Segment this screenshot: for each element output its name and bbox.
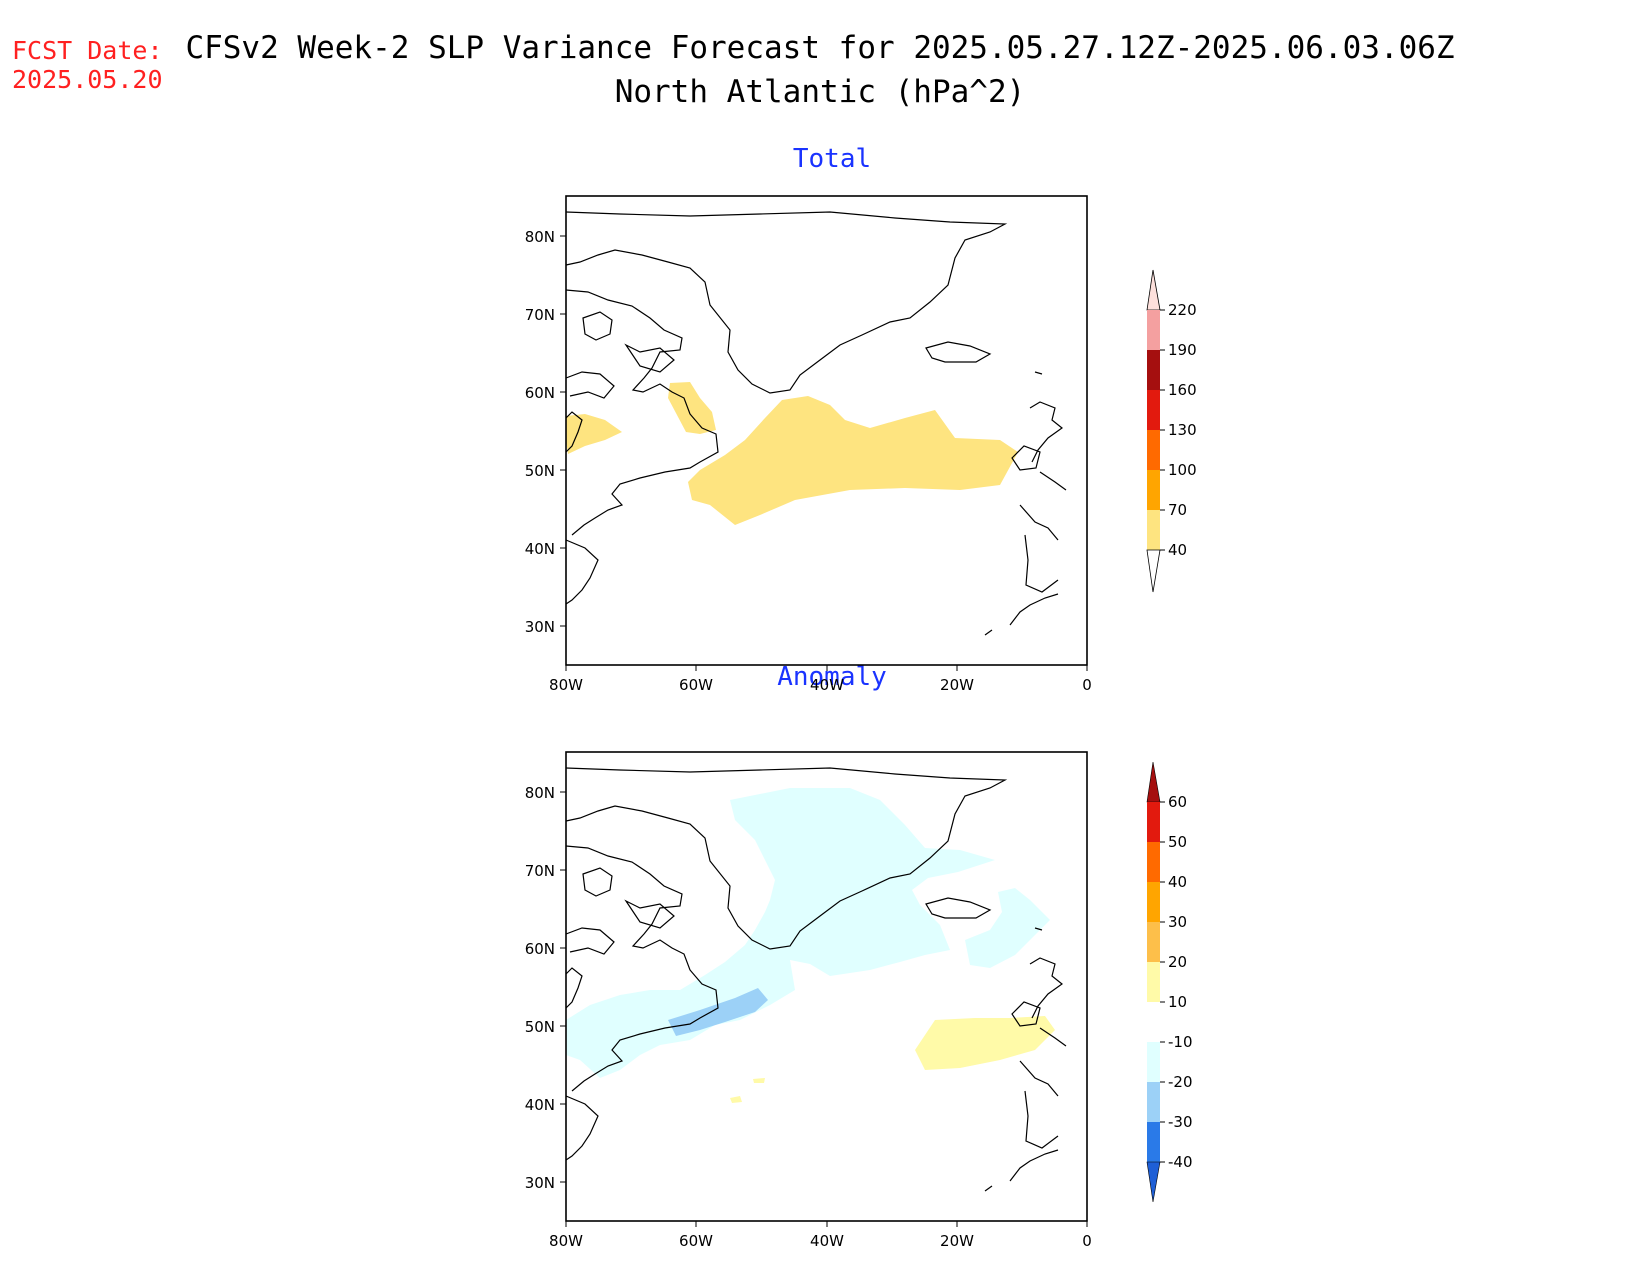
colorbar-anomaly-bin	[1147, 1082, 1160, 1122]
shade-10-20-east	[915, 1016, 1055, 1070]
colorbar-total-label: 130	[1168, 421, 1197, 439]
colorbar-anomaly-label: 60	[1168, 793, 1187, 811]
shade-40-70-labrador	[668, 382, 716, 434]
shade-10-20-dot1	[730, 1096, 742, 1103]
colorbar-total-bin	[1147, 430, 1160, 470]
colorbar-anomaly-bin	[1147, 802, 1160, 842]
colorbar-total-bin	[1147, 510, 1160, 550]
coastlines-anomaly	[565, 767, 1067, 1192]
colorbar-total-bottom-triangle	[1146, 549, 1161, 593]
map-frame-anomaly	[565, 751, 1088, 1222]
lon-label: 60W	[679, 1232, 713, 1250]
colorbar-anomaly-bin	[1147, 922, 1160, 962]
colorbar-total-label: 70	[1168, 501, 1187, 519]
colorbar-anomaly-bin	[1147, 962, 1160, 1002]
lon-label: 20W	[940, 676, 974, 694]
colorbar-anomaly-label: -30	[1168, 1113, 1193, 1131]
colorbar-anomaly-label: 20	[1168, 953, 1187, 971]
lat-label: 80N	[525, 228, 555, 246]
colorbar-total-bin	[1147, 350, 1160, 390]
coastlines-total	[565, 211, 1067, 636]
lat-label: 70N	[525, 862, 555, 880]
colorbar-total-label: 100	[1168, 461, 1197, 479]
lon-labels-anomaly: 80W 60W 40W 20W 0	[549, 1232, 1092, 1250]
lon-label: 20W	[940, 1232, 974, 1250]
fcst-date: 2025.05.20	[12, 65, 163, 94]
lat-label: 50N	[525, 1018, 555, 1036]
chart-title: CFSv2 Week-2 SLP Variance Forecast for 2…	[185, 30, 1455, 66]
map-panel-anomaly: 80N 70N 60N 50N 40N 30N 80W 60W 40W 20W …	[525, 751, 1092, 1250]
colorbar-anomaly-bin	[1147, 1042, 1160, 1082]
colorbar-anomaly-bin	[1147, 882, 1160, 922]
colorbar-anomaly-label: -20	[1168, 1073, 1193, 1091]
shade-neg10-neg20-east	[965, 888, 1050, 968]
colorbar-anomaly-top-triangle	[1146, 761, 1161, 803]
colorbar-anomaly: 60 50 40 30 20 10 -10 -20 -30 -40	[1146, 761, 1193, 1203]
lon-label: 80W	[549, 676, 583, 694]
lat-labels-anomaly: 80N 70N 60N 50N 40N 30N	[525, 784, 555, 1192]
colorbar-anomaly-bin	[1147, 1002, 1160, 1042]
colorbar-anomaly-bottom-triangle	[1146, 1161, 1161, 1203]
panel-title-total: Total	[792, 144, 872, 174]
colorbar-total-top-triangle	[1146, 269, 1161, 311]
colorbar-total-bin	[1147, 470, 1160, 510]
lon-label: 60W	[679, 676, 713, 694]
chart-subtitle: North Atlantic (hPa^2)	[614, 74, 1026, 110]
lat-label: 40N	[525, 540, 555, 558]
lat-label: 50N	[525, 462, 555, 480]
lat-label: 30N	[525, 618, 555, 636]
shade-40-70-west	[566, 414, 622, 454]
lat-labels-total: 80N 70N 60N 50N 40N 30N	[525, 228, 555, 636]
colorbar-anomaly-label: 10	[1168, 993, 1187, 1011]
colorbar-anomaly-label: -40	[1168, 1153, 1193, 1171]
map-panel-total: 80N 70N 60N 50N 40N 30N 80W 60W 40W 20W …	[525, 195, 1092, 694]
fcst-date-block: FCST Date: 2025.05.20	[12, 36, 163, 94]
lat-label: 60N	[525, 940, 555, 958]
lat-label: 60N	[525, 384, 555, 402]
shade-neg20-neg30	[668, 988, 768, 1036]
colorbar-anomaly-label: -10	[1168, 1033, 1193, 1051]
colorbar-anomaly-bin	[1147, 842, 1160, 882]
ticks-anomaly	[560, 791, 1088, 1227]
shade-10-20-dot2	[753, 1078, 765, 1083]
lon-label: 80W	[549, 1232, 583, 1250]
colorbar-anomaly-label: 30	[1168, 913, 1187, 931]
lon-label: 0	[1082, 676, 1092, 694]
colorbar-anomaly-bin	[1147, 1122, 1160, 1162]
shade-40-70-atlantic	[688, 396, 1018, 525]
colorbar-total-label: 190	[1168, 341, 1197, 359]
map-frame-total	[565, 195, 1088, 666]
lat-label: 80N	[525, 784, 555, 802]
colorbar-anomaly-label: 50	[1168, 833, 1187, 851]
fcst-label: FCST Date:	[12, 36, 163, 65]
shade-neg10-neg20-large	[566, 788, 995, 1078]
lon-label: 40W	[810, 676, 844, 694]
panel-title-anomaly: Anomaly	[777, 662, 887, 692]
lat-label: 70N	[525, 306, 555, 324]
lon-label: 0	[1082, 1232, 1092, 1250]
colorbar-total-label: 160	[1168, 381, 1197, 399]
lon-labels-total: 80W 60W 40W 20W 0	[549, 676, 1092, 694]
colorbar-total-label: 220	[1168, 301, 1197, 319]
colorbar-total-bin	[1147, 390, 1160, 430]
lat-label: 40N	[525, 1096, 555, 1114]
colorbar-total-label: 40	[1168, 541, 1187, 559]
colorbar-anomaly-label: 40	[1168, 873, 1187, 891]
lat-label: 30N	[525, 1174, 555, 1192]
colorbar-total-bin	[1147, 310, 1160, 350]
ticks-total	[560, 235, 1088, 671]
lon-label: 40W	[810, 1232, 844, 1250]
colorbar-total: 220 190 160 130 100 70 40	[1146, 269, 1197, 593]
